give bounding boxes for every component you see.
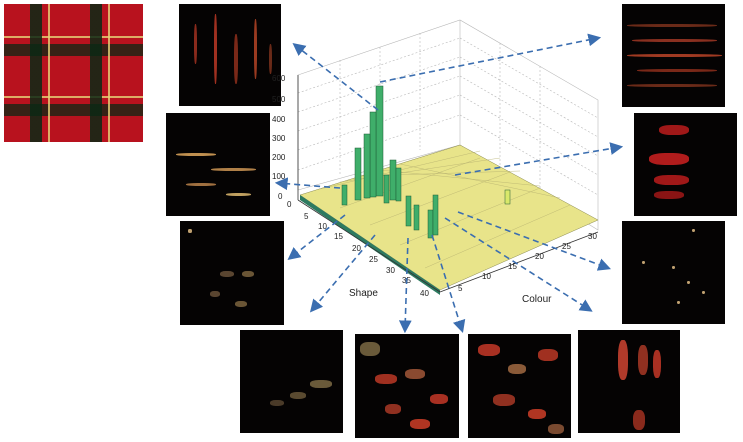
shape-tick-5: 5 bbox=[304, 212, 309, 221]
histogram-bars bbox=[341, 85, 511, 239]
colour-tick-30: 30 bbox=[588, 232, 597, 241]
feature-map-thumbnail-8 bbox=[622, 221, 725, 324]
shape-tick-30: 30 bbox=[386, 266, 395, 275]
shape-tick-10: 10 bbox=[318, 222, 327, 231]
feature-map-thumbnail-7 bbox=[578, 330, 680, 433]
shape-tick-0: 0 bbox=[287, 200, 292, 209]
z-tick-200: 200 bbox=[272, 153, 286, 162]
z-tick-500: 500 bbox=[272, 95, 286, 104]
feature-map-thumbnail-4 bbox=[240, 330, 343, 433]
feature-map-thumbnail-3 bbox=[180, 221, 284, 325]
z-tick-300: 300 bbox=[272, 134, 286, 143]
feature-map-thumbnail-9 bbox=[634, 113, 737, 216]
z-tick-600: 600 bbox=[272, 74, 286, 83]
feature-map-thumbnail-10 bbox=[622, 4, 725, 107]
colour-tick-25: 25 bbox=[562, 242, 571, 251]
colour-axis-label: Colour bbox=[522, 294, 552, 305]
z-tick-0: 0 bbox=[278, 192, 283, 201]
plot-box bbox=[297, 19, 599, 231]
feature-map-thumbnail-5 bbox=[355, 334, 459, 438]
colour-tick-5: 5 bbox=[458, 284, 463, 293]
feature-map-thumbnail-2 bbox=[166, 113, 270, 216]
feature-map-thumbnail-6 bbox=[468, 334, 571, 438]
tartan-fabric-image bbox=[4, 4, 143, 142]
colour-tick-20: 20 bbox=[535, 252, 544, 261]
arrows bbox=[274, 33, 624, 334]
shape-tick-25: 25 bbox=[369, 255, 378, 264]
z-tick-400: 400 bbox=[272, 115, 286, 124]
colour-tick-15: 15 bbox=[508, 262, 517, 271]
shape-axis-label: Shape bbox=[349, 288, 378, 299]
shape-tick-40: 40 bbox=[420, 289, 429, 298]
z-tick-100: 100 bbox=[272, 172, 286, 181]
shape-tick-20: 20 bbox=[352, 244, 361, 253]
shape-tick-15: 15 bbox=[334, 232, 343, 241]
colour-tick-10: 10 bbox=[482, 272, 491, 281]
feature-map-thumbnail-1 bbox=[179, 4, 281, 106]
